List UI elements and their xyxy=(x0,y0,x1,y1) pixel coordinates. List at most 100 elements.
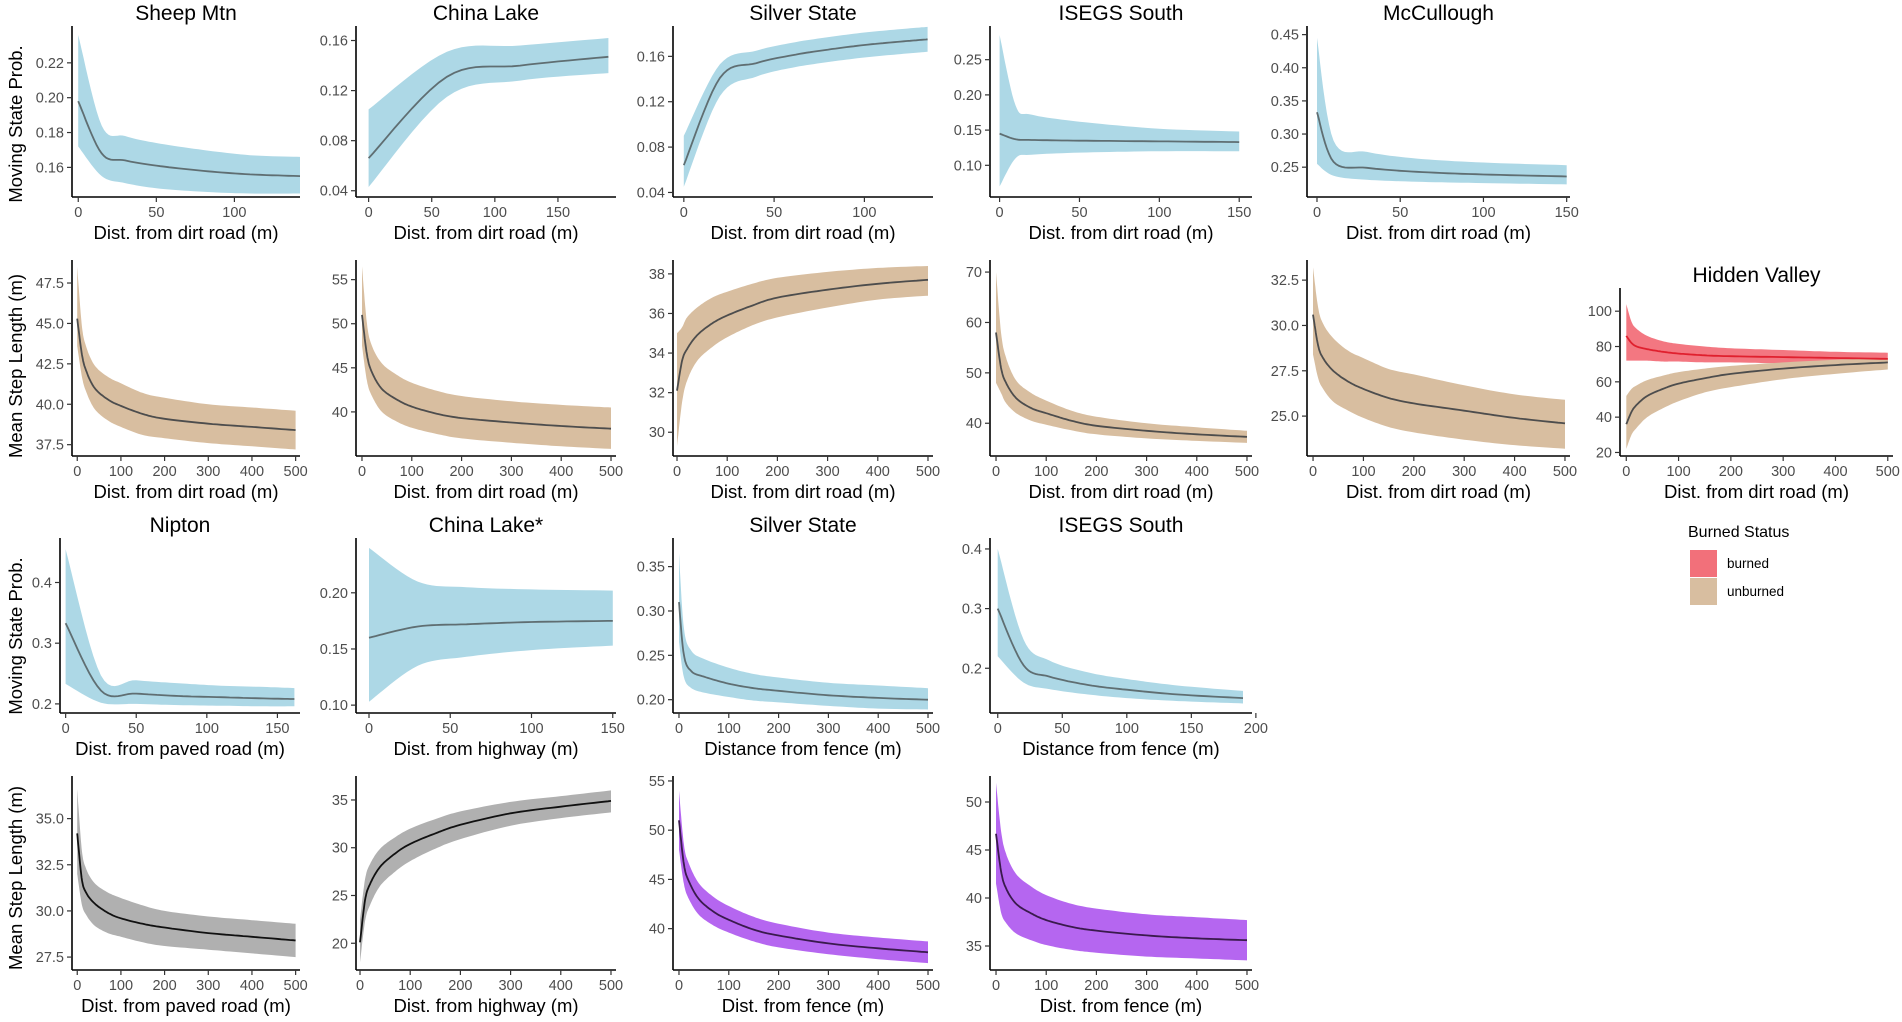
x-tick-label: 400 xyxy=(240,464,264,480)
x-tick-label: 500 xyxy=(916,978,940,994)
panel-title: ISEGS South xyxy=(1059,514,1184,537)
x-axis-label: Dist. from highway (m) xyxy=(393,995,578,1016)
y-tick-label: 35.0 xyxy=(36,812,64,828)
x-tick-label: 500 xyxy=(916,721,940,737)
x-tick-label: 500 xyxy=(1235,978,1259,994)
fit-line-fit xyxy=(368,620,613,639)
y-tick-label: 0.2 xyxy=(962,661,982,677)
x-tick-label: 0 xyxy=(673,464,681,480)
x-tick-label: 200 xyxy=(448,978,472,994)
x-axis-label: Dist. from dirt road (m) xyxy=(710,222,895,243)
y-tick-label: 0.10 xyxy=(954,158,982,174)
y-tick-label: 0.35 xyxy=(637,560,665,576)
y-tick-label: 45 xyxy=(966,843,982,859)
x-tick-label: 150 xyxy=(1227,205,1251,221)
x-tick-label: 300 xyxy=(816,978,840,994)
panel-isegs-south-fence-moving-prob: 0 50 100 150 200 0.2 0.3 0.4 Distance from fence… xyxy=(962,514,1268,759)
x-axis-label: Dist. from dirt road (m) xyxy=(710,481,895,502)
x-tick-label: 200 xyxy=(766,978,790,994)
x-tick-label: 100 xyxy=(1666,464,1690,480)
fit-line-fit xyxy=(76,833,296,942)
panel-silver-state-fence-step-length: 0 100 200 300 400 500 40 45 50 55 Dist. from fence… xyxy=(649,774,940,1016)
x-tick-label: 300 xyxy=(1134,464,1158,480)
ci-band-fit xyxy=(679,553,928,710)
x-axis-label: Dist. from highway (m) xyxy=(393,738,578,759)
x-tick-label: 0 xyxy=(1309,464,1317,480)
x-tick-label: 200 xyxy=(152,464,176,480)
x-axis-label: Dist. from dirt road (m) xyxy=(393,222,578,243)
x-tick-label: 500 xyxy=(284,464,308,480)
panel-china-lake-moving-prob: 0 50 100 150 0.04 0.08 0.12 0.16 Dist. from dirt… xyxy=(320,2,616,243)
y-tick-label: 50 xyxy=(332,317,348,333)
y-tick-label: 45.0 xyxy=(36,316,64,332)
x-tick-label: 100 xyxy=(852,205,876,221)
ci-band-fit xyxy=(78,35,300,194)
x-tick-label: 50 xyxy=(424,205,440,221)
x-axis-label: Dist. from paved road (m) xyxy=(81,995,291,1016)
y-tick-label: 0.12 xyxy=(320,84,348,100)
y-tick-label: 32 xyxy=(649,386,665,402)
x-tick-label: 400 xyxy=(549,464,573,480)
ci-band-fit xyxy=(679,790,928,964)
x-tick-label: 300 xyxy=(815,464,839,480)
y-tick-label: 0.3 xyxy=(32,636,52,652)
x-tick-label: 150 xyxy=(265,721,289,737)
x-tick-label: 100 xyxy=(195,721,219,737)
y-tick-label: 0.08 xyxy=(637,140,665,156)
y-tick-label: 60 xyxy=(1596,375,1612,391)
x-tick-label: 200 xyxy=(1084,978,1108,994)
y-tick-label: 80 xyxy=(1596,340,1612,356)
x-tick-label: 0 xyxy=(992,464,1000,480)
ci-band-fit xyxy=(65,549,295,707)
y-tick-label: 20 xyxy=(332,936,348,952)
y-axis-label-row3: Moving State Prob. xyxy=(5,557,26,714)
x-tick-label: 150 xyxy=(546,205,570,221)
x-tick-label: 100 xyxy=(1034,464,1058,480)
x-tick-label: 400 xyxy=(1502,464,1526,480)
y-tick-label: 0.18 xyxy=(36,126,64,142)
fit-line-fit xyxy=(77,100,301,177)
x-tick-label: 300 xyxy=(499,464,523,480)
y-tick-label: 0.20 xyxy=(954,88,982,104)
y-tick-label: 40 xyxy=(332,405,348,421)
x-tick-label: 0 xyxy=(994,721,1002,737)
x-tick-label: 0 xyxy=(1313,205,1321,221)
x-axis-label: Distance from fence (m) xyxy=(1022,738,1219,759)
y-tick-label: 0.15 xyxy=(954,123,982,139)
y-tick-label: 0.2 xyxy=(32,697,52,713)
panel-title: ISEGS South xyxy=(1059,2,1184,25)
y-tick-label: 45 xyxy=(649,872,665,888)
x-tick-label: 500 xyxy=(1235,464,1259,480)
panel-title: Nipton xyxy=(150,514,211,537)
fit-line-fit xyxy=(361,314,612,430)
y-tick-label: 34 xyxy=(649,346,665,362)
panel-title: Hidden Valley xyxy=(1692,264,1821,287)
y-tick-label: 60 xyxy=(966,315,982,331)
x-tick-label: 200 xyxy=(152,978,176,994)
ci-band-fit xyxy=(996,272,1247,443)
y-tick-label: 50 xyxy=(966,366,982,382)
x-tick-label: 500 xyxy=(599,978,623,994)
y-tick-label: 0.12 xyxy=(637,95,665,111)
y-tick-label: 0.35 xyxy=(1271,94,1299,110)
y-tick-label: 0.40 xyxy=(1271,61,1299,77)
y-tick-label: 0.16 xyxy=(637,49,665,65)
y-tick-label: 30 xyxy=(332,841,348,857)
panel-mccullough-step-length: 0 100 200 300 400 500 25.0 27.5 30.0 32.5 Dist. fr… xyxy=(1271,260,1577,502)
y-tick-label: 30 xyxy=(649,425,665,441)
y-tick-label: 0.20 xyxy=(36,91,64,107)
x-tick-label: 0 xyxy=(358,464,366,480)
x-tick-label: 500 xyxy=(599,464,623,480)
x-tick-label: 100 xyxy=(222,205,246,221)
y-tick-label: 0.3 xyxy=(962,602,982,618)
y-tick-label: 36 xyxy=(649,306,665,322)
x-tick-label: 100 xyxy=(1471,205,1495,221)
y-tick-label: 45 xyxy=(332,361,348,377)
x-tick-label: 200 xyxy=(449,464,473,480)
panel-nipton-moving-prob: 0 50 100 150 0.2 0.3 0.4 Dist. from paved road … xyxy=(32,514,300,759)
x-tick-label: 100 xyxy=(717,721,741,737)
ci-band-fit xyxy=(77,266,296,450)
x-tick-label: 100 xyxy=(109,978,133,994)
x-axis-label: Dist. from dirt road (m) xyxy=(393,481,578,502)
